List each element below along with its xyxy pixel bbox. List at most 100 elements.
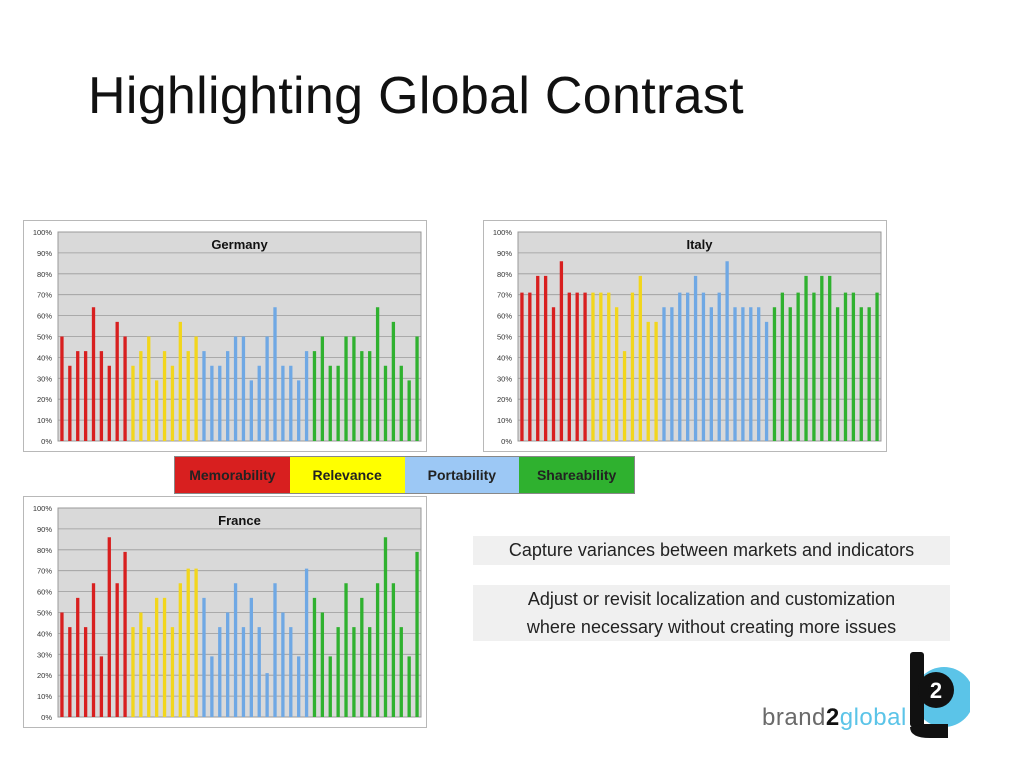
bar-shareability	[399, 627, 403, 717]
bar-shareability	[352, 336, 356, 441]
bar-shareability	[780, 292, 785, 441]
bar-memorability	[559, 261, 564, 441]
y-tick-label: 20%	[37, 671, 52, 680]
bar-shareability	[336, 365, 340, 441]
bar-portability	[265, 673, 269, 717]
legend-label-portability: Portability	[427, 467, 497, 483]
y-tick-label: 40%	[37, 353, 52, 362]
logo-word-brand: brand	[762, 704, 826, 731]
bar-memorability	[76, 597, 80, 717]
note-adjust-localization: Adjust or revisit localization and custo…	[473, 585, 950, 641]
logo-wordmark: brand2global	[762, 704, 907, 732]
y-tick-label: 0%	[41, 713, 52, 722]
logo-badge-text: 2	[930, 678, 942, 703]
y-tick-label: 10%	[497, 416, 512, 425]
bar-memorability	[60, 336, 64, 441]
bar-portability	[717, 292, 721, 441]
bar-portability	[741, 307, 745, 441]
bar-portability	[202, 597, 206, 717]
y-tick-label: 100%	[33, 228, 53, 237]
bar-relevance	[591, 292, 595, 441]
bar-shareability	[328, 656, 332, 717]
bar-shareability	[312, 351, 317, 441]
bar-memorability	[68, 365, 72, 441]
bar-memorability	[107, 365, 111, 441]
slide-title: Highlighting Global Contrast	[88, 67, 744, 125]
bar-portability	[709, 307, 713, 441]
bar-portability	[733, 307, 737, 441]
bar-memorability	[76, 351, 80, 441]
bar-shareability	[820, 275, 824, 441]
bar-shareability	[859, 307, 863, 441]
legend-shareability: Shareability	[519, 457, 634, 493]
bar-portability	[764, 321, 769, 441]
bar-shareability	[383, 365, 388, 441]
bar-portability	[202, 351, 206, 441]
bar-portability	[749, 307, 753, 441]
y-tick-label: 80%	[37, 546, 52, 555]
legend-label-relevance: Relevance	[312, 467, 382, 483]
bar-portability	[257, 365, 261, 441]
bar-memorability	[123, 336, 127, 441]
brand2global-logo: 2 brand2global	[760, 650, 970, 745]
bar-memorability	[68, 627, 72, 717]
y-tick-label: 10%	[37, 416, 52, 425]
y-tick-label: 70%	[497, 291, 512, 300]
bar-shareability	[399, 365, 403, 441]
bar-relevance	[170, 627, 175, 717]
bar-portability	[693, 275, 698, 441]
y-tick-label: 0%	[501, 437, 512, 446]
bar-portability	[210, 365, 214, 441]
chart-title: Italy	[686, 237, 713, 252]
bar-relevance	[154, 597, 159, 717]
logo-word-two: 2	[825, 704, 840, 731]
bar-portability	[218, 365, 222, 441]
bar-portability	[273, 583, 277, 717]
bar-portability	[662, 307, 666, 441]
y-tick-label: 100%	[493, 228, 513, 237]
y-tick-label: 30%	[37, 650, 52, 659]
legend-portability: Portability	[404, 457, 520, 493]
bar-memorability	[91, 583, 96, 717]
bar-memorability	[543, 275, 548, 441]
y-tick-label: 100%	[33, 504, 53, 513]
bar-relevance	[646, 321, 650, 441]
bar-memorability	[123, 551, 127, 717]
logo-word-global: global	[839, 704, 907, 731]
bar-portability	[289, 365, 293, 441]
bar-portability	[304, 568, 309, 717]
bar-shareability	[788, 307, 792, 441]
bar-memorability	[107, 537, 111, 717]
bar-portability	[297, 380, 301, 441]
note-capture-variances: Capture variances between markets and in…	[473, 536, 950, 565]
bar-relevance	[162, 351, 167, 441]
bar-shareability	[360, 351, 364, 441]
chart-svg-italy: 0% 10% 20% 30% 40% 50% 60% 70% 80% 90% 100% Italy	[493, 228, 882, 446]
bar-portability	[686, 292, 690, 441]
bar-portability	[281, 612, 285, 717]
y-tick-label: 0%	[41, 437, 52, 446]
bar-shareability	[804, 275, 808, 441]
bar-shareability	[344, 583, 348, 717]
y-tick-label: 60%	[37, 588, 52, 597]
y-tick-label: 40%	[497, 353, 512, 362]
bar-portability	[233, 583, 238, 717]
chart-italy: 0% 10% 20% 30% 40% 50% 60% 70% 80% 90% 100% Italy	[483, 220, 887, 452]
bar-shareability	[875, 292, 879, 441]
bar-shareability	[352, 627, 356, 717]
bar-memorability	[583, 292, 587, 441]
y-tick-label: 70%	[37, 567, 52, 576]
bar-shareability	[407, 656, 411, 717]
bar-relevance	[194, 336, 198, 441]
bar-shareability	[407, 380, 411, 441]
bar-relevance	[170, 365, 175, 441]
chart-france: 0% 10% 20% 30% 40% 50% 60% 70% 80% 90% 100% France	[23, 496, 427, 728]
legend-label-shareability: Shareability	[536, 467, 617, 483]
bar-relevance	[186, 568, 190, 717]
y-tick-label: 60%	[37, 312, 52, 321]
bar-shareability	[320, 612, 325, 717]
y-tick-label: 30%	[497, 374, 512, 383]
bar-relevance	[147, 336, 151, 441]
bar-shareability	[812, 292, 816, 441]
y-tick-label: 10%	[37, 692, 52, 701]
